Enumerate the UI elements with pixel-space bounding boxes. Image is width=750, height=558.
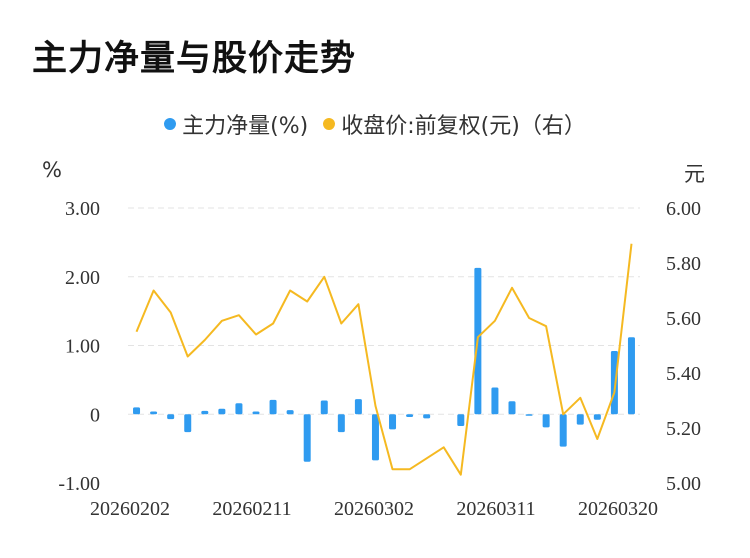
bar xyxy=(610,351,618,415)
legend-bar-marker xyxy=(164,118,177,130)
bar xyxy=(627,337,635,415)
line-series xyxy=(135,243,633,476)
left-tick-label: 0 xyxy=(90,404,100,426)
bar xyxy=(303,414,311,462)
bar xyxy=(491,387,499,415)
left-tick-label: -1.00 xyxy=(58,473,100,495)
price-line xyxy=(135,243,633,476)
bar xyxy=(457,414,465,426)
x-tick-label: 20260302 xyxy=(334,498,414,520)
bar xyxy=(371,414,379,461)
bar xyxy=(133,407,141,415)
bar xyxy=(252,411,260,415)
legend-bar-label: 主力净量(%) xyxy=(182,114,309,139)
legend-item-line[interactable]: 收盘价:前复权(元)（右） xyxy=(323,108,586,140)
bar xyxy=(320,400,328,415)
bar xyxy=(576,414,584,425)
bar xyxy=(559,414,567,447)
right-axis-ticks: 5.00 5.20 5.40 5.60 5.80 6.00 xyxy=(666,198,701,495)
bar xyxy=(542,414,550,428)
bar xyxy=(286,410,294,415)
bar xyxy=(167,414,175,420)
bar xyxy=(354,399,362,415)
right-tick-label: 5.40 xyxy=(666,363,701,385)
bar xyxy=(337,414,345,433)
bar xyxy=(218,408,226,415)
gridlines xyxy=(128,207,640,415)
legend-line-label: 收盘价:前复权(元)（右） xyxy=(341,114,586,139)
right-tick-label: 5.60 xyxy=(666,308,701,330)
right-tick-label: 5.20 xyxy=(666,418,701,440)
left-axis-unit: % xyxy=(42,158,62,182)
right-tick-label: 6.00 xyxy=(666,198,701,220)
bar xyxy=(406,414,414,417)
bar-series xyxy=(133,267,635,462)
bar xyxy=(593,414,601,420)
left-tick-label: 2.00 xyxy=(65,267,100,289)
bar xyxy=(201,410,209,415)
x-axis-ticks: 20260202 20260211 20260302 20260311 20260320 xyxy=(90,498,658,520)
left-tick-label: 3.00 xyxy=(65,198,100,220)
legend-line-marker xyxy=(323,118,336,130)
bar xyxy=(525,414,533,416)
bar xyxy=(508,401,516,415)
x-tick-label: 20260202 xyxy=(90,498,170,520)
legend: 主力净量(%) 收盘价:前复权(元)（右） xyxy=(0,108,750,140)
bar xyxy=(269,399,277,415)
right-tick-label: 5.00 xyxy=(666,473,701,495)
bar xyxy=(423,414,431,419)
bar xyxy=(184,414,192,433)
bar xyxy=(150,411,158,415)
bar xyxy=(235,403,243,415)
left-axis-ticks: -1.00 0 1.00 2.00 3.00 xyxy=(58,198,100,495)
x-tick-label: 20260311 xyxy=(456,498,535,520)
right-tick-label: 5.80 xyxy=(666,253,701,275)
x-tick-label: 20260320 xyxy=(578,498,658,520)
x-tick-label: 20260211 xyxy=(212,498,291,520)
right-axis-unit: 元 xyxy=(684,162,705,186)
legend-item-bar[interactable]: 主力净量(%) xyxy=(164,108,308,140)
left-tick-label: 1.00 xyxy=(65,336,100,358)
chart-title: 主力净量与股价走势 xyxy=(32,39,357,79)
bar xyxy=(389,414,397,430)
